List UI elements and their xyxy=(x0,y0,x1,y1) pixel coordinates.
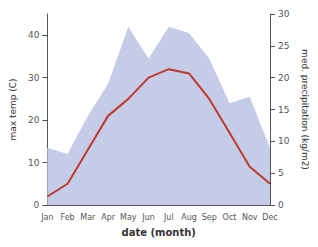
svg-text:15: 15 xyxy=(278,105,289,115)
svg-text:May: May xyxy=(120,213,137,222)
svg-text:Jul: Jul xyxy=(163,213,174,222)
svg-text:Jun: Jun xyxy=(141,213,155,222)
svg-text:0: 0 xyxy=(34,200,40,210)
svg-text:Feb: Feb xyxy=(61,213,75,222)
svg-text:30: 30 xyxy=(278,9,290,19)
svg-text:date (month): date (month) xyxy=(121,227,195,238)
svg-text:Apr: Apr xyxy=(101,213,116,222)
svg-text:30: 30 xyxy=(28,73,40,83)
svg-text:Mar: Mar xyxy=(80,213,96,222)
svg-text:5: 5 xyxy=(278,168,284,178)
svg-text:Nov: Nov xyxy=(242,213,258,222)
svg-text:0: 0 xyxy=(278,200,284,210)
svg-text:med. precipitation (kg/m2): med. precipitation (kg/m2) xyxy=(300,49,310,170)
svg-text:20: 20 xyxy=(278,73,290,83)
svg-text:Oct: Oct xyxy=(223,213,237,222)
svg-text:20: 20 xyxy=(28,115,40,125)
svg-text:10: 10 xyxy=(278,136,290,146)
svg-text:40: 40 xyxy=(28,30,40,40)
svg-text:max temp (C): max temp (C) xyxy=(8,78,18,140)
svg-text:Dec: Dec xyxy=(262,213,277,222)
svg-text:Jan: Jan xyxy=(40,213,53,222)
svg-text:10: 10 xyxy=(28,158,40,168)
svg-text:Sep: Sep xyxy=(202,213,217,222)
svg-text:Aug: Aug xyxy=(181,213,197,222)
svg-text:25: 25 xyxy=(278,41,289,51)
